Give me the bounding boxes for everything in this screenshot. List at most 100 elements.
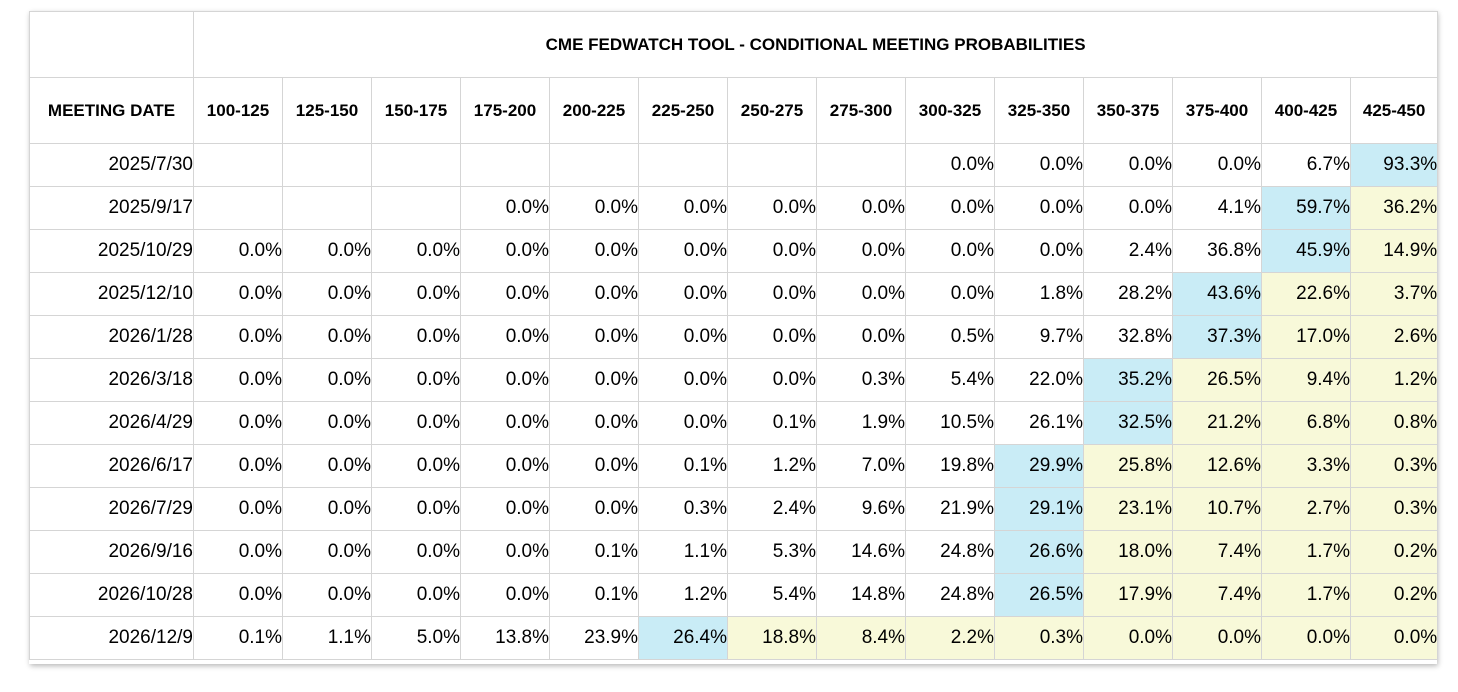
probability-cell: 32.5% xyxy=(1083,401,1173,445)
probability-cell: 0.1% xyxy=(727,401,817,445)
probability-cell: 0.0% xyxy=(193,444,283,488)
probability-cell: 0.8% xyxy=(1349,401,1439,445)
probability-cell: 43.6% xyxy=(1172,272,1262,316)
probability-cell: 0.0% xyxy=(549,186,639,230)
probability-cell: 0.0% xyxy=(1083,143,1173,187)
probability-cell: 22.6% xyxy=(1261,272,1351,316)
probability-cell: 59.7% xyxy=(1261,186,1351,230)
meeting-date-cell: 2026/3/18 xyxy=(29,358,194,402)
probability-cell: 0.1% xyxy=(549,530,639,574)
probability-cell: 0.0% xyxy=(638,229,728,273)
probability-cell: 0.0% xyxy=(193,573,283,617)
probability-cell: 0.0% xyxy=(460,186,550,230)
probability-cell: 0.0% xyxy=(549,358,639,402)
probability-cell: 0.0% xyxy=(727,229,817,273)
probability-cell: 37.3% xyxy=(1172,315,1262,359)
probability-cell: 0.0% xyxy=(460,573,550,617)
probability-cell xyxy=(460,143,550,187)
probability-cell xyxy=(193,143,283,187)
rate-range-header: 250-275 xyxy=(727,77,817,144)
meeting-date-cell: 2025/7/30 xyxy=(29,143,194,187)
probability-cell: 9.6% xyxy=(816,487,906,531)
meeting-date-cell: 2026/12/9 xyxy=(29,616,194,660)
probability-cell: 24.8% xyxy=(905,530,995,574)
meeting-date-cell: 2026/9/16 xyxy=(29,530,194,574)
probability-cell: 0.0% xyxy=(460,401,550,445)
probability-cell: 0.2% xyxy=(1349,573,1439,617)
probability-cell: 6.8% xyxy=(1261,401,1351,445)
table-row: 2026/10/28 0.0% 0.0% 0.0% 0.0% 0.1% 1.2% 5.4% 14… xyxy=(29,573,1439,617)
probability-cell: 0.3% xyxy=(994,616,1084,660)
probability-cell: 0.5% xyxy=(905,315,995,359)
probability-cell: 32.8% xyxy=(1083,315,1173,359)
probability-cell: 0.0% xyxy=(727,272,817,316)
probability-cell: 26.6% xyxy=(994,530,1084,574)
rate-range-header: 175-200 xyxy=(460,77,550,144)
probability-cell: 2.4% xyxy=(1083,229,1173,273)
table-row: 2025/10/29 0.0% 0.0% 0.0% 0.0% 0.0% 0.0% 0.0% 0.… xyxy=(29,229,1439,273)
probability-cell: 0.0% xyxy=(282,315,372,359)
probability-cell: 1.1% xyxy=(638,530,728,574)
probability-cell: 17.9% xyxy=(1083,573,1173,617)
rate-range-header: 425-450 xyxy=(1349,77,1439,144)
probability-cell: 7.4% xyxy=(1172,573,1262,617)
probability-cell: 1.8% xyxy=(994,272,1084,316)
probability-cell: 93.3% xyxy=(1349,143,1439,187)
probability-cell: 0.0% xyxy=(282,573,372,617)
probability-cell: 4.1% xyxy=(1172,186,1262,230)
probability-cell: 45.9% xyxy=(1261,229,1351,273)
probability-cell: 26.1% xyxy=(994,401,1084,445)
probability-cell: 0.0% xyxy=(193,358,283,402)
probability-cell: 3.3% xyxy=(1261,444,1351,488)
probability-cell: 7.0% xyxy=(816,444,906,488)
probability-cell: 36.2% xyxy=(1349,186,1439,230)
probability-cell: 21.9% xyxy=(905,487,995,531)
probability-cell: 24.8% xyxy=(905,573,995,617)
probability-cell: 0.1% xyxy=(549,573,639,617)
probability-cell: 26.5% xyxy=(1172,358,1262,402)
probability-cell: 0.0% xyxy=(282,487,372,531)
meeting-date-cell: 2026/10/28 xyxy=(29,573,194,617)
probability-cell: 0.3% xyxy=(638,487,728,531)
probability-cell: 8.4% xyxy=(816,616,906,660)
probability-cell: 0.0% xyxy=(193,229,283,273)
probability-cell: 0.0% xyxy=(460,444,550,488)
probability-cell: 0.0% xyxy=(371,315,461,359)
probability-cell: 9.7% xyxy=(994,315,1084,359)
probability-cell: 12.6% xyxy=(1172,444,1262,488)
probability-cell: 0.0% xyxy=(994,229,1084,273)
rate-range-header: 100-125 xyxy=(193,77,283,144)
meeting-date-cell: 2026/4/29 xyxy=(29,401,194,445)
probability-cell: 1.7% xyxy=(1261,573,1351,617)
probability-cell xyxy=(193,186,283,230)
probability-cell: 19.8% xyxy=(905,444,995,488)
rate-range-header: 325-350 xyxy=(994,77,1084,144)
probability-cell: 0.0% xyxy=(193,530,283,574)
probability-cell: 0.0% xyxy=(638,401,728,445)
probability-cell: 0.0% xyxy=(549,401,639,445)
probability-cell: 0.0% xyxy=(282,358,372,402)
probability-cell: 0.0% xyxy=(816,229,906,273)
meeting-date-cell: 2025/9/17 xyxy=(29,186,194,230)
probability-cell: 10.5% xyxy=(905,401,995,445)
probability-cell: 0.0% xyxy=(460,530,550,574)
probability-cell: 0.0% xyxy=(638,315,728,359)
rate-range-header: 125-150 xyxy=(282,77,372,144)
probability-cell: 5.4% xyxy=(727,573,817,617)
table-title: CME FEDWATCH TOOL - CONDITIONAL MEETING … xyxy=(192,11,1439,78)
probability-cell: 0.0% xyxy=(727,358,817,402)
probability-cell: 3.7% xyxy=(1349,272,1439,316)
table-row: 2026/3/18 0.0% 0.0% 0.0% 0.0% 0.0% 0.0% 0.0% 0.3… xyxy=(29,358,1439,402)
probability-cell: 1.9% xyxy=(816,401,906,445)
probability-cell: 0.0% xyxy=(193,315,283,359)
probability-cell: 35.2% xyxy=(1083,358,1173,402)
probability-cell: 0.0% xyxy=(905,143,995,187)
table-row: 2026/4/29 0.0% 0.0% 0.0% 0.0% 0.0% 0.0% 0.1% 1.9… xyxy=(29,401,1439,445)
probability-cell: 28.2% xyxy=(1083,272,1173,316)
probability-cell: 0.0% xyxy=(460,272,550,316)
probability-cell: 1.7% xyxy=(1261,530,1351,574)
probability-cell: 25.8% xyxy=(1083,444,1173,488)
probability-cell: 0.0% xyxy=(460,487,550,531)
probability-cell: 0.0% xyxy=(282,272,372,316)
rate-range-header: 375-400 xyxy=(1172,77,1262,144)
